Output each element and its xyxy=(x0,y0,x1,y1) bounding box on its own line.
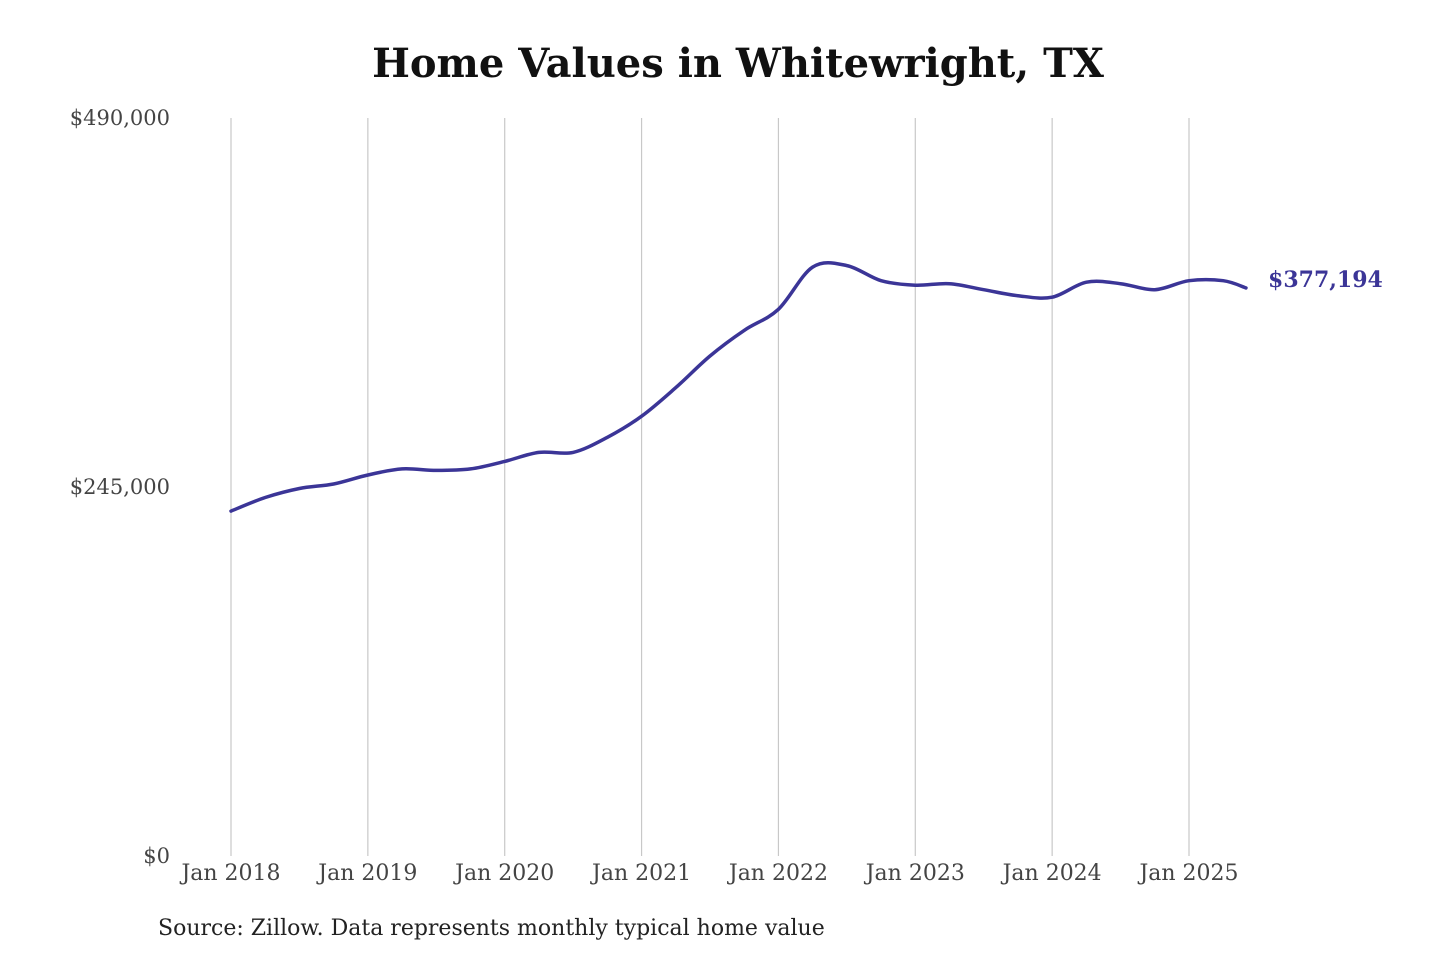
source-note: Source: Zillow. Data represents monthly … xyxy=(158,916,825,941)
x-tick-label-2021: Jan 2021 xyxy=(590,861,691,886)
x-tick-label-2020: Jan 2020 xyxy=(453,861,554,886)
x-axis: Jan 2018 Jan 2019 Jan 2020 Jan 2021 Jan 2022… xyxy=(179,861,1238,886)
x-tick-label-2025: Jan 2025 xyxy=(1137,861,1238,886)
end-value-label: $377,194 xyxy=(1268,267,1383,293)
y-tick-label-1: $245,000 xyxy=(70,475,170,499)
grid-lines xyxy=(230,118,1190,856)
x-tick-label-2018: Jan 2018 xyxy=(179,861,280,886)
series-layer: $377,194 xyxy=(229,261,1383,513)
x-tick-label-2023: Jan 2023 xyxy=(864,861,965,886)
x-tick-label-2024: Jan 2024 xyxy=(1001,861,1102,886)
y-tick-label-0: $0 xyxy=(143,844,170,868)
y-axis: $0 $245,000 $490,000 xyxy=(70,106,170,868)
chart-title: Home Values in Whitewright, TX xyxy=(372,40,1104,87)
x-tick-label-2022: Jan 2022 xyxy=(727,861,828,886)
series-line-0 xyxy=(229,261,1248,513)
y-tick-label-2: $490,000 xyxy=(70,106,170,130)
x-tick-label-2019: Jan 2019 xyxy=(316,861,417,886)
